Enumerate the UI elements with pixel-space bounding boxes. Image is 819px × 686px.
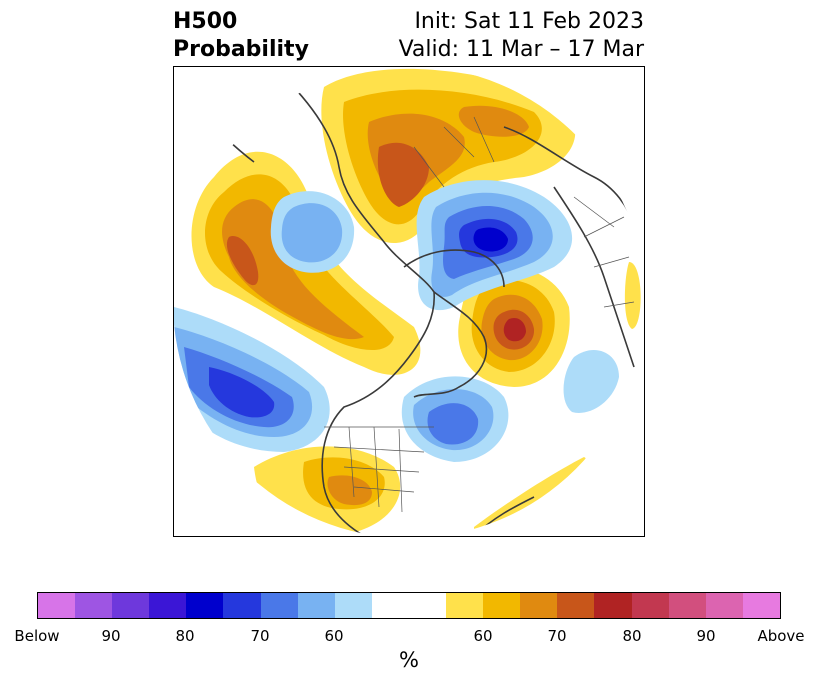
- map-title: H500 Probability: [173, 8, 309, 64]
- colorbar-tick-label: 70: [250, 627, 270, 645]
- init-date: Init: Sat 11 Feb 2023: [414, 9, 644, 34]
- colorbar-segment: [520, 593, 558, 618]
- colorbar-segment: [446, 593, 484, 618]
- colorbar-segment: [742, 593, 780, 618]
- colorbar-tick-label: 90: [696, 627, 716, 645]
- below-normal-canada: [270, 191, 355, 273]
- title-line-2: Probability: [173, 37, 309, 62]
- colorbar-segment: [297, 593, 335, 618]
- colorbar-tick-label: 60: [324, 627, 344, 645]
- colorbar-segment: [75, 593, 113, 618]
- above-normal-subtropical: [474, 457, 587, 536]
- colorbar-segment: [371, 593, 447, 618]
- colorbar-segment: [186, 593, 224, 618]
- probability-colorbar: [37, 592, 781, 619]
- below-normal-ne-atlantic: [563, 349, 619, 413]
- colorbar-units: %: [399, 648, 419, 672]
- colorbar-segment: [260, 593, 298, 618]
- colorbar-segment: [668, 593, 706, 618]
- title-line-1: H500: [173, 9, 238, 34]
- colorbar-tick-label: Above: [757, 627, 805, 645]
- colorbar-segment: [705, 593, 743, 618]
- map-canvas: [174, 68, 641, 536]
- political-borders: [324, 116, 635, 513]
- colorbar-tick-label: Below: [14, 627, 60, 645]
- colorbar-tick-label: 80: [622, 627, 642, 645]
- colorbar-tick-label: 90: [101, 627, 121, 645]
- valid-range: Valid: 11 Mar – 17 Mar: [398, 37, 644, 62]
- colorbar-segment: [112, 593, 150, 618]
- colorbar-segment: [223, 593, 261, 618]
- colorbar-segment: [594, 593, 632, 618]
- colorbar-segment: [557, 593, 595, 618]
- above-normal-europe: [624, 262, 641, 329]
- colorbar-segment: [38, 593, 76, 618]
- colorbar-segment: [483, 593, 521, 618]
- colorbar-segment: [631, 593, 669, 618]
- colorbar-segment: [149, 593, 187, 618]
- colorbar-segment: [334, 593, 372, 618]
- probability-map: [173, 66, 645, 537]
- below-normal-pacific: [174, 307, 330, 452]
- map-subtitle: Init: Sat 11 Feb 2023 Valid: 11 Mar – 17…: [399, 8, 644, 64]
- below-normal-eurasia: [416, 180, 573, 311]
- colorbar-tick-label: 80: [175, 627, 195, 645]
- above-normal-arctic: [321, 68, 576, 244]
- colorbar-tick-label: 70: [547, 627, 567, 645]
- below-normal-east-us: [401, 376, 509, 462]
- colorbar-tick-label: 60: [473, 627, 493, 645]
